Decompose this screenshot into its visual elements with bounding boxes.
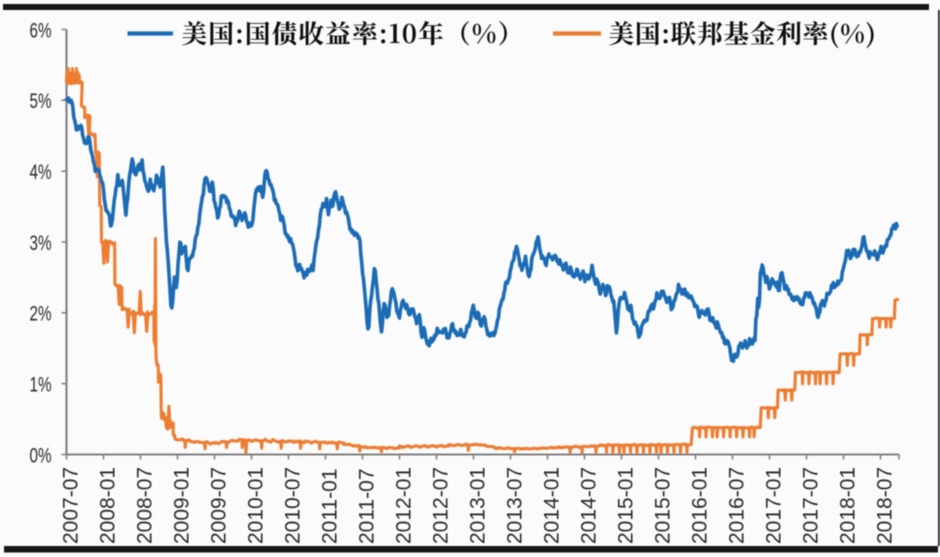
svg-text:2008-07: 2008-07 <box>133 467 156 544</box>
svg-text:6%: 6% <box>30 19 52 42</box>
svg-text:2%: 2% <box>30 303 52 326</box>
svg-text:5%: 5% <box>30 90 52 113</box>
svg-text:2013-07: 2013-07 <box>503 467 526 544</box>
svg-text:3%: 3% <box>30 232 52 255</box>
svg-text:0%: 0% <box>30 444 52 467</box>
svg-text:2008-01: 2008-01 <box>96 467 119 544</box>
svg-text:2018-07: 2018-07 <box>873 467 896 544</box>
svg-text:2016-01: 2016-01 <box>688 467 711 544</box>
svg-text:2010-01: 2010-01 <box>244 467 267 544</box>
svg-text:2016-07: 2016-07 <box>725 467 748 544</box>
svg-text:1%: 1% <box>30 374 52 397</box>
svg-text:2015-01: 2015-01 <box>614 467 637 544</box>
svg-text:2011-07: 2011-07 <box>355 468 378 544</box>
svg-text:2015-07: 2015-07 <box>651 467 674 544</box>
svg-text:2011-01: 2011-01 <box>318 468 341 544</box>
svg-text:2007-07: 2007-07 <box>59 467 82 544</box>
svg-text:2014-07: 2014-07 <box>577 467 600 544</box>
svg-text:2009-01: 2009-01 <box>170 467 193 544</box>
svg-text:2014-01: 2014-01 <box>540 467 563 544</box>
svg-text:2018-01: 2018-01 <box>836 467 859 544</box>
svg-text:4%: 4% <box>30 161 52 184</box>
svg-text:2017-07: 2017-07 <box>799 467 822 544</box>
svg-text:2017-01: 2017-01 <box>762 467 785 544</box>
svg-text:2012-07: 2012-07 <box>429 467 452 544</box>
svg-text:2013-01: 2013-01 <box>466 467 489 544</box>
svg-text:2010-07: 2010-07 <box>281 467 304 544</box>
svg-text:2009-07: 2009-07 <box>207 467 230 544</box>
svg-text:2012-01: 2012-01 <box>392 467 415 544</box>
